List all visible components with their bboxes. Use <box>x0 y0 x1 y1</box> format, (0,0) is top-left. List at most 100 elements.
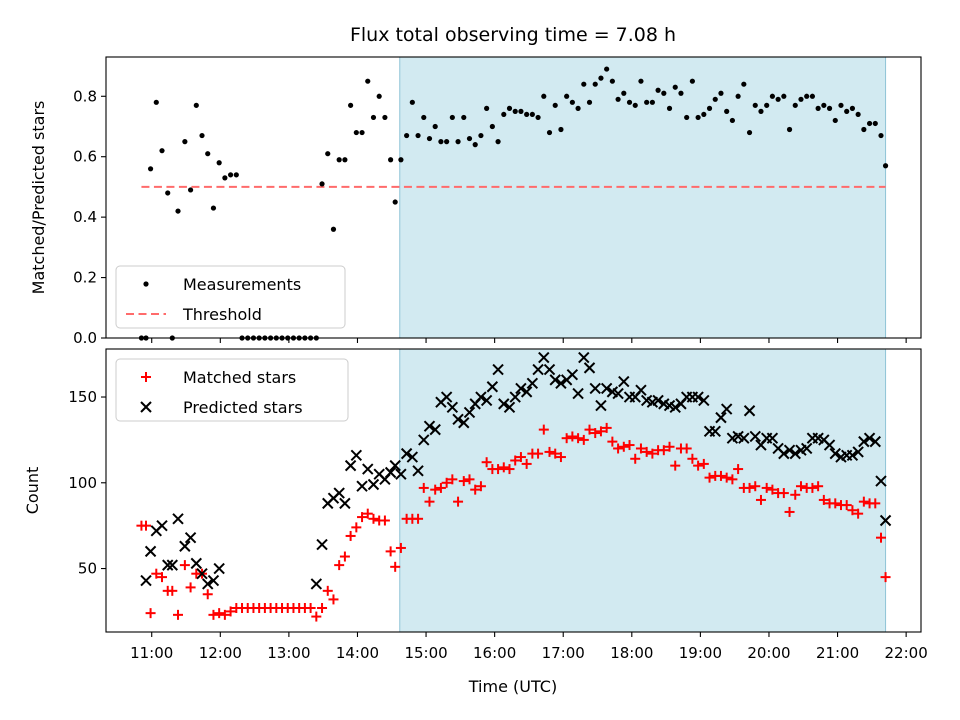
matched-stars-point <box>761 482 772 493</box>
measurements-point <box>564 93 570 99</box>
measurements-point <box>604 66 610 72</box>
predicted-stars-point <box>520 386 533 398</box>
measurements-point <box>882 163 889 169</box>
matched-stars-point <box>687 453 698 464</box>
predicted-stars-point <box>583 362 596 374</box>
measurements-point <box>175 208 181 214</box>
predicted-stars-point <box>846 449 859 462</box>
matched-stars-point <box>561 433 572 444</box>
predicted-stars-point <box>492 363 504 376</box>
y-tick-label: 100 <box>68 474 97 492</box>
x-tick-label: 14:00 <box>336 644 379 662</box>
predicted-stars-point <box>749 430 761 443</box>
measurements-point <box>724 108 730 114</box>
y-tick-label: 150 <box>68 388 97 406</box>
legend-box <box>115 358 349 422</box>
measurements-point <box>484 105 490 111</box>
x-tick-label: 13:00 <box>267 644 310 662</box>
measurements-point <box>222 175 228 181</box>
measurements-point <box>455 139 461 145</box>
predicted-stars-point <box>600 382 613 395</box>
matched-stars-point <box>395 542 406 553</box>
matched-stars-point <box>790 489 801 500</box>
matched-stars-point <box>362 508 373 519</box>
measurements-point <box>501 111 507 118</box>
measurements-point <box>353 129 359 136</box>
measurements-point <box>193 102 199 108</box>
matched-stars-point <box>795 481 806 492</box>
predicted-stars-point <box>538 351 550 364</box>
measurements-point <box>804 93 810 99</box>
axes-frame <box>105 56 922 339</box>
measurements-point <box>872 120 878 127</box>
predicted-stars-point <box>635 384 647 396</box>
predicted-stars-point <box>829 447 841 460</box>
predicted-stars-point <box>532 363 544 376</box>
matched-stars-point <box>807 482 818 493</box>
measurements-point <box>786 126 793 133</box>
matched-stars-point <box>214 608 225 619</box>
x-axis-label: Time (UTC) <box>468 677 557 696</box>
matched-stars-point <box>767 484 778 495</box>
bottom-panel: 50 100 150 11:00 12:00 13:00 14:00 15:00 16:00 17… <box>23 348 928 662</box>
measurements-point <box>809 93 816 99</box>
measurements-point <box>558 126 564 133</box>
predicted-stars-point <box>823 439 836 451</box>
matched-stars-point <box>339 551 350 562</box>
measurements-point <box>598 75 604 81</box>
predicted-stars-point <box>423 420 436 432</box>
measurements-point <box>866 120 873 127</box>
matched-stars-point <box>322 585 333 596</box>
predicted-stars-point <box>783 444 796 456</box>
matched-stars-point <box>441 477 452 488</box>
measurements-point <box>621 90 627 96</box>
predicted-stars-point <box>316 538 328 551</box>
y-tick-label: 50 <box>78 560 97 578</box>
measurements-point <box>752 102 758 108</box>
legend: Matched stars Predicted stars <box>115 358 349 422</box>
measurements-point <box>661 90 667 96</box>
x-tick-label: 17:00 <box>542 644 585 662</box>
predicted-stars-point <box>503 401 516 414</box>
measurements-point <box>216 160 222 166</box>
predicted-stars-point <box>213 562 225 575</box>
measurements-point <box>546 129 553 136</box>
measurements-point <box>826 105 833 111</box>
measurements-point <box>147 166 154 172</box>
predicted-stars-point <box>452 413 464 426</box>
matched-stars-point <box>744 482 755 493</box>
predicted-stars-point <box>202 578 214 590</box>
predicted-stars-legend-swatch <box>140 401 152 413</box>
measurements-point <box>775 96 781 102</box>
measurements-point <box>586 99 593 105</box>
predicted-stars-point <box>406 451 419 463</box>
measurements-legend-label: Measurements <box>183 275 301 294</box>
predicted-stars-point <box>509 391 521 403</box>
matched-stars-point <box>538 424 549 435</box>
predicted-stars-point <box>709 425 721 438</box>
matched-stars-point <box>880 572 891 583</box>
matched-stars-point <box>413 513 424 524</box>
matched-stars-point <box>458 476 469 487</box>
matched-stars-point <box>778 488 789 499</box>
legend: Measurements Threshold <box>115 265 346 329</box>
matched-stars-point <box>635 443 646 454</box>
measurements-point <box>365 78 371 84</box>
predicted-stars-point <box>162 559 174 571</box>
predicted-stars-point <box>350 449 363 462</box>
measurements-point <box>769 93 776 99</box>
measurements-point <box>182 139 188 145</box>
matched-stars-point <box>481 457 492 468</box>
predicted-stars-point <box>789 447 801 460</box>
matched-stars-point <box>504 464 515 475</box>
measurements-point <box>388 157 394 163</box>
matched-stars-point <box>607 436 618 447</box>
measurements-point <box>878 132 884 139</box>
predicted-stars-point <box>863 432 876 444</box>
predicted-stars-point <box>463 406 476 419</box>
measurements-point <box>187 187 194 193</box>
measurements-point <box>706 105 713 111</box>
measurements-point <box>376 93 382 99</box>
measurements-point <box>712 96 718 102</box>
matched-stars-point <box>658 445 669 456</box>
